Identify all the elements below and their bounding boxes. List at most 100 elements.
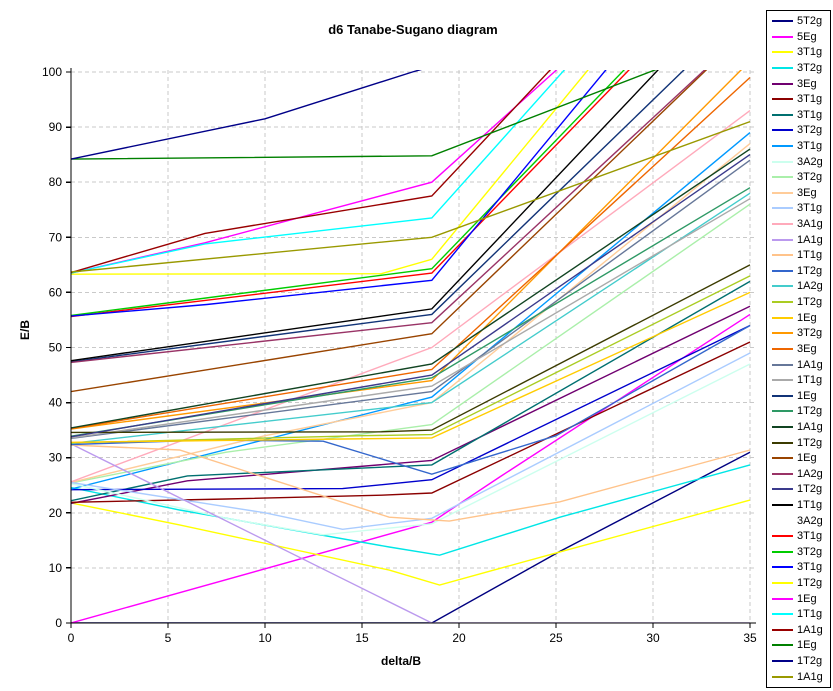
legend-item-1A1g-26: 1A1g [767,419,830,434]
legend-label: 1T2g [797,436,823,449]
legend-label: 3T1g [797,561,823,574]
legend-item-3A2g-9: 3A2g [767,154,830,169]
legend-line-swatch [772,254,793,257]
legend-item-1Eg-28: 1Eg [767,451,830,466]
legend-line-swatch [772,582,793,585]
legend-item-1A1g-22: 1A1g [767,357,830,372]
legend-line-swatch [772,379,793,382]
series-line-1T2g-41 [71,70,423,160]
legend-line-swatch [772,644,793,647]
legend-item-3T1g-35: 3T1g [767,560,830,575]
legend-line-swatch [772,301,793,304]
legend-label: 3A1g [797,218,823,231]
legend-item-1A1g-14: 1A1g [767,232,830,247]
series-line-1A2g-29 [71,70,706,364]
legend-line-swatch [772,20,793,23]
legend-item-1T1g-31: 1T1g [767,498,830,513]
legend-label: 1T2g [797,264,823,277]
legend-label: 3T1g [797,530,823,543]
legend-item-3T1g-33: 3T1g [767,529,830,544]
series-line-3T1g-5 [71,341,751,503]
series-line-3T2g-7 [71,324,751,491]
x-tick-label: 10 [258,631,272,645]
y-tick-label: 10 [49,561,63,575]
legend-label: 3Eg [797,186,817,199]
series-line-3T1g-12 [71,352,751,531]
series-line-3T2g-34 [71,70,626,317]
legend-item-1T2g-25: 1T2g [767,404,830,419]
x-tick-label: 30 [646,631,660,645]
legend-line-swatch [772,332,793,335]
legend-label: 1A1g [797,623,823,636]
series-line-3A2g-9 [71,363,751,536]
legend-label: 3Eg [797,77,817,90]
legend-label: 1T1g [797,608,823,621]
y-tick-label: 20 [49,506,63,520]
legend-label: 1A1g [797,420,823,433]
legend-line-swatch [772,535,793,538]
legend-item-1A2g-17: 1A2g [767,279,830,294]
legend-line-swatch [772,628,793,631]
x-tick-label: 25 [549,631,563,645]
series-line-1Eg-40 [71,70,657,160]
legend-item-3A1g-13: 3A1g [767,217,830,232]
series-line-3T1g-6 [71,280,751,502]
legend-label: 3T2g [797,545,823,558]
legend-label: 1T2g [797,577,823,590]
legend-item-1T2g-27: 1T2g [767,435,830,450]
legend-item-3Eg-21: 3Eg [767,341,830,356]
legend-line-swatch [772,472,793,475]
x-tick-label: 15 [355,631,369,645]
y-tick-label: 90 [49,120,63,134]
legend-line-swatch [772,457,793,460]
legend-item-1T1g-15: 1T1g [767,248,830,263]
legend-item-1T2g-16: 1T2g [767,263,830,278]
legend-label: 1A2g [797,280,823,293]
legend-item-3T2g-10: 3T2g [767,170,830,185]
legend-item-3T2g-34: 3T2g [767,544,830,559]
legend-item-1Eg-37: 1Eg [767,591,830,606]
x-tick-label: 35 [743,631,757,645]
legend-line-swatch [772,82,793,85]
legend-line-swatch [772,425,793,428]
legend-line-swatch [772,238,793,241]
series-group [71,70,751,624]
legend-label: 5T2g [797,15,823,28]
y-tick-label: 70 [49,230,63,244]
legend-item-3T1g-5: 3T1g [767,92,830,107]
legend-item-1Eg-19: 1Eg [767,310,830,325]
legend-label: 3T1g [797,108,823,121]
legend-line-swatch [772,675,793,678]
legend-line-swatch [772,113,793,116]
legend-line-swatch [772,98,793,101]
legend-item-3T1g-2: 3T1g [767,45,830,60]
series-line-3T1g-35 [71,70,607,317]
legend-item-3Eg-11: 3Eg [767,185,830,200]
legend-item-1A1g-42: 1A1g [767,669,830,684]
legend-label: 1A1g [797,233,823,246]
series-line-3A2g-32 [71,70,636,316]
series-line-3A1g-13 [71,110,751,483]
series-line-1A1g-14 [71,443,750,624]
series-line-1T2g-30 [71,154,751,438]
y-tick-label: 40 [49,396,63,410]
legend-item-3T2g-7: 3T2g [767,123,830,138]
legend-item-1Eg-40: 1Eg [767,638,830,653]
series-line-1A1g-26 [71,148,751,429]
y-tick-label: 80 [49,175,63,189]
legend-line-swatch [772,363,793,366]
legend-label: 3T1g [797,46,823,59]
series-line-3T2g-3 [71,464,751,556]
legend-label: 1Eg [797,592,817,605]
legend-label: 3T1g [797,202,823,215]
series-line-1T2g-27 [71,264,751,434]
series-line-1T1g-23 [71,198,751,439]
legend-line-swatch [772,410,793,413]
legend: 5T2g 5Eg 3T1g 3T2g 3Eg 3T1g 3T1g 3T2g 3T1g 3A2g 3T… [766,10,831,688]
legend-label: 1T2g [797,483,823,496]
y-axis-label: E/B [18,319,32,340]
series-line-1T2g-18 [71,275,751,444]
legend-item-3T1g-8: 3T1g [767,138,830,153]
series-line-1T2g-36 [71,70,589,275]
x-tick-label: 0 [68,631,75,645]
